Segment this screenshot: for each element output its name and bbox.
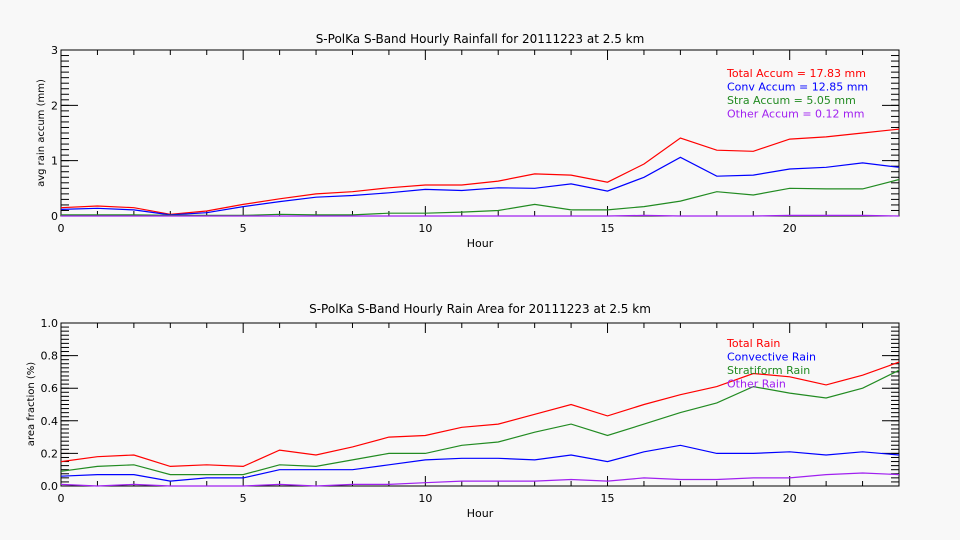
y-tick-label: 0.8	[41, 350, 59, 363]
chart-title: S-PolKa S-Band Hourly Rainfall for 20111…	[316, 32, 645, 46]
y-tick-label: 0.0	[41, 480, 59, 493]
legend-entry: Other Rain	[727, 378, 786, 391]
y-tick-label: 0	[51, 210, 58, 223]
x-tick-label: 15	[601, 492, 615, 505]
x-tick-label: 10	[418, 492, 432, 505]
series-line-0	[60, 361, 900, 468]
y-tick-label: 0.6	[41, 382, 59, 395]
legend-entry: Other Accum = 0.12 mm	[727, 108, 864, 121]
y-tick-label: 3	[51, 44, 58, 57]
series-line-1	[60, 156, 900, 216]
x-tick-label: 20	[783, 222, 797, 235]
chart-title: S-PolKa S-Band Hourly Rain Area for 2011…	[309, 302, 651, 316]
x-tick-label: 5	[240, 222, 247, 235]
y-tick-label: 0.2	[41, 447, 59, 460]
x-tick-label: 20	[783, 492, 797, 505]
legend-entry: Convective Rain	[727, 351, 816, 364]
series-line-1	[60, 444, 900, 482]
series-line-3	[60, 472, 900, 487]
legend-entry: Stra Accum = 5.05 mm	[727, 94, 856, 107]
x-tick-label: 10	[418, 222, 432, 235]
y-tick-label: 1	[51, 155, 58, 168]
legend-entry: Conv Accum = 12.85 mm	[727, 81, 868, 94]
x-tick-label: 0	[58, 492, 65, 505]
legend-entry: Stratiform Rain	[727, 364, 810, 377]
y-tick-label: 1.0	[41, 317, 59, 330]
x-tick-label: 5	[240, 492, 247, 505]
series-line-2	[60, 369, 900, 476]
series-line-3	[61, 214, 900, 217]
x-axis-label: Hour	[467, 507, 494, 520]
x-axis-label: Hour	[467, 237, 494, 250]
legend-entry: Total Accum = 17.83 mm	[726, 67, 866, 80]
y-tick-label: 0.4	[41, 415, 59, 428]
legend-entry: Total Rain	[726, 337, 780, 350]
x-tick-label: 15	[601, 222, 615, 235]
rain-area-chart: S-PolKa S-Band Hourly Rain Area for 2011…	[26, 302, 900, 520]
series-line-0	[60, 128, 900, 215]
x-tick-label: 0	[58, 222, 65, 235]
y-axis-label: avg rain accum (mm)	[36, 79, 47, 187]
rainfall-chart: S-PolKa S-Band Hourly Rainfall for 20111…	[36, 32, 900, 250]
series-line-2	[61, 178, 900, 216]
y-axis-label: area fraction (%)	[26, 362, 37, 446]
y-tick-label: 2	[51, 99, 58, 112]
